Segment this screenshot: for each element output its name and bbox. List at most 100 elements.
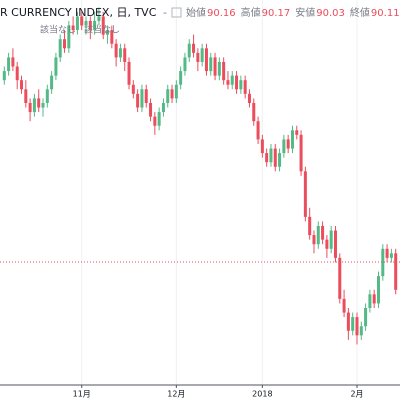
ohlc-label: 始値: [186, 6, 206, 19]
candle-body: [364, 308, 368, 327]
candle-body: [290, 130, 294, 149]
candle-body: [114, 43, 118, 58]
candle-body: [295, 130, 299, 135]
candle-body: [7, 57, 11, 72]
candle-body: [303, 171, 307, 217]
candle-body: [342, 298, 346, 313]
candle-body: [316, 225, 320, 245]
candle-body: [252, 102, 256, 122]
candle-body: [299, 134, 303, 172]
symbol-title: R CURRENCY INDEX, 日, TVC: [0, 6, 157, 19]
candle-body: [256, 121, 260, 140]
candle-body: [187, 43, 191, 58]
candle-body: [15, 66, 19, 81]
ohlc-value: 90.16: [207, 8, 236, 19]
candle-body: [63, 39, 67, 49]
candle-body: [192, 43, 196, 53]
candle-body: [359, 326, 363, 336]
candle-body: [71, 25, 75, 31]
grid: [81, 0, 358, 385]
ohlc-label: 高値: [241, 6, 261, 19]
candle-body: [346, 312, 350, 331]
ohlc-value: 90.11: [371, 8, 400, 19]
candle-body: [325, 239, 329, 249]
candle-body: [157, 112, 161, 126]
candle-body: [376, 276, 380, 304]
candle-body: [28, 102, 32, 113]
candle-body: [153, 116, 157, 126]
candle-body: [222, 61, 226, 81]
candle-body: [24, 89, 28, 103]
candle-body: [308, 216, 312, 236]
candle-body: [127, 61, 131, 85]
candle-body: [338, 257, 342, 299]
candle-body: [97, 16, 101, 21]
x-tick-label: 2018: [252, 390, 272, 399]
candle-body: [239, 80, 243, 90]
header: R CURRENCY INDEX, 日, TVC - 始値 90.16 高値 90.1…: [0, 6, 400, 36]
candle-body: [355, 317, 359, 336]
candle-body: [123, 48, 127, 62]
candle-body: [93, 20, 97, 31]
candle-body: [110, 30, 114, 44]
candle-body: [118, 48, 122, 58]
candle-body: [247, 93, 251, 103]
x-tick-label: 11月: [73, 390, 91, 399]
candle-body: [37, 98, 41, 108]
candle-body: [101, 16, 105, 35]
candle-body: [226, 80, 230, 85]
candle-body: [140, 89, 144, 108]
candle-body: [312, 235, 316, 245]
candle-body: [20, 80, 24, 90]
candle-body: [2, 71, 6, 81]
candle-body: [88, 20, 92, 31]
candle-body: [230, 75, 234, 85]
candle-body: [161, 102, 165, 113]
candle-body: [368, 294, 372, 308]
candle-body: [58, 39, 62, 58]
candle-body: [200, 48, 204, 62]
indicator-label: 該当なし: [40, 24, 76, 36]
candle-body: [67, 25, 71, 49]
candle-body: [166, 89, 170, 103]
candle-body: [136, 93, 140, 108]
ohlc-label: 安値: [295, 6, 315, 19]
candle-body: [54, 57, 58, 76]
candle-body: [32, 98, 36, 113]
candle-body: [84, 20, 88, 26]
candle-body: [321, 225, 325, 240]
candle-body: [170, 89, 174, 99]
candle-body: [333, 230, 337, 258]
candle-body: [269, 148, 273, 163]
icon-box[interactable]: [171, 7, 182, 18]
candle-body: [389, 253, 393, 258]
candle-body: [286, 139, 290, 149]
candle-body: [329, 230, 333, 249]
candle-body: [174, 84, 178, 99]
candle-body: [282, 139, 286, 154]
candle-body: [106, 30, 110, 35]
candle-body: [149, 102, 153, 117]
ohlc-label: 終値: [350, 6, 370, 19]
separator: -: [163, 6, 167, 19]
candle-body: [394, 253, 398, 290]
candle-body: [204, 48, 208, 72]
candle-body: [278, 153, 282, 167]
ohlc-value: 90.17: [262, 8, 291, 19]
candle-body: [265, 153, 269, 163]
candle-body: [273, 148, 277, 167]
candle-body: [381, 248, 385, 277]
ohlc-value: 90.03: [316, 8, 345, 19]
candles: [0, 7, 400, 345]
candle-body: [260, 139, 264, 154]
candle-body: [45, 89, 49, 103]
candle-body: [217, 61, 221, 76]
x-tick-label: 12月: [167, 390, 185, 399]
candle-body: [351, 317, 355, 331]
candle-body: [372, 294, 376, 304]
candle-body: [183, 57, 187, 72]
candle-body: [41, 102, 45, 108]
